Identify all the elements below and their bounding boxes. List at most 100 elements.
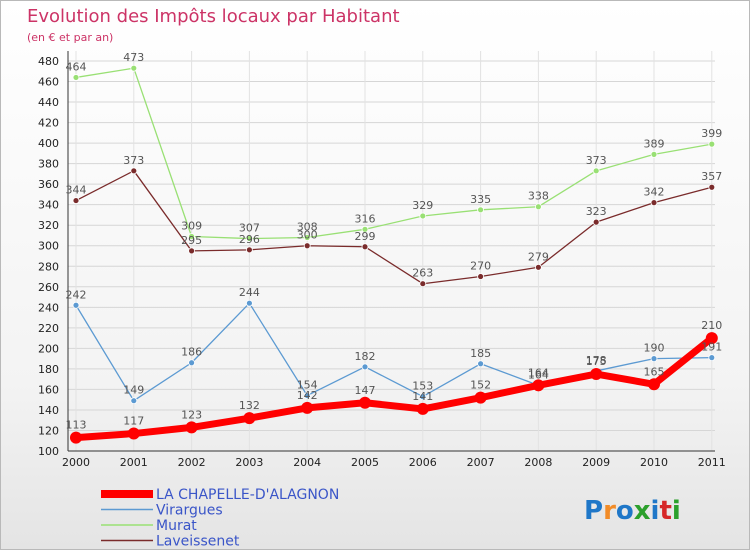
data-label: 142 [297, 389, 318, 402]
y-tick-label: 280 [38, 260, 59, 273]
y-tick-label: 320 [38, 219, 59, 232]
data-label: 141 [412, 390, 433, 403]
data-point [185, 421, 198, 434]
data-label: 308 [297, 221, 318, 234]
data-label: 210 [701, 319, 722, 332]
y-tick-label: 300 [38, 240, 59, 253]
data-label: 323 [586, 205, 607, 218]
data-point [474, 391, 487, 404]
data-label: 123 [181, 408, 202, 421]
chart-subtitle: (en € et par an) [27, 31, 113, 44]
x-tick-label: 2011 [698, 456, 726, 469]
data-point [188, 233, 196, 240]
y-tick-label: 120 [38, 424, 59, 437]
x-tick-label: 2001 [120, 456, 148, 469]
data-label: 175 [586, 355, 607, 368]
data-point [303, 242, 311, 250]
data-label: 342 [644, 186, 665, 199]
data-labels: 113 117 123 132 142 147 141 152 164 175 165 210 242 1… [66, 51, 723, 431]
x-tick-label: 2008 [524, 456, 552, 469]
logo-text: Proxiti [584, 496, 681, 526]
y-tick-label: 400 [38, 137, 59, 150]
data-point [419, 393, 427, 401]
data-point [705, 332, 718, 345]
data-label: 309 [181, 220, 202, 233]
data-label: 338 [528, 190, 549, 203]
legend-label: Laveissenet [156, 534, 240, 550]
series-line-0 [72, 334, 716, 442]
series [70, 64, 718, 444]
data-label: 244 [239, 286, 260, 299]
data-label: 149 [123, 384, 144, 397]
data-point [245, 299, 253, 307]
y-tick-label: 340 [38, 199, 59, 212]
y-tick-label: 160 [38, 383, 59, 396]
data-point [708, 354, 716, 362]
legend: LA CHAPELLE-D'ALAGNONVirarguesMuratLavei… [101, 487, 339, 550]
data-point [130, 167, 138, 175]
data-point [592, 167, 600, 175]
data-point [708, 183, 716, 191]
data-point [477, 360, 485, 368]
series-line-3 [75, 170, 713, 285]
data-label: 464 [66, 60, 87, 73]
x-tick-label: 2009 [582, 456, 610, 469]
data-label: 263 [412, 267, 433, 280]
data-label: 300 [297, 229, 318, 242]
legend-label: LA CHAPELLE-D'ALAGNON [156, 487, 339, 503]
data-point [590, 368, 603, 381]
data-label: 182 [355, 350, 376, 363]
data-label: 185 [470, 347, 491, 360]
data-label: 329 [412, 199, 433, 212]
data-point [708, 140, 716, 148]
proxiti-logo: Proxiti [584, 496, 681, 526]
x-tick-label: 2006 [409, 456, 437, 469]
data-label: 113 [66, 419, 87, 432]
x-tick-label: 2000 [62, 456, 90, 469]
legend-label: Murat [156, 518, 197, 534]
data-point [72, 197, 80, 204]
data-point [419, 212, 427, 220]
data-point [303, 392, 311, 399]
data-label: 242 [66, 288, 87, 301]
data-label: 164 [528, 366, 549, 379]
data-label: 165 [644, 365, 665, 378]
data-label: 153 [412, 380, 433, 393]
data-point [243, 412, 256, 425]
x-tick-label: 2002 [178, 456, 206, 469]
data-point [650, 199, 658, 207]
data-label: 295 [181, 234, 202, 247]
data-point [303, 234, 311, 241]
y-tick-label: 420 [38, 117, 59, 130]
data-point [188, 247, 196, 255]
y-tick-label: 240 [38, 301, 59, 314]
y-tick-label: 260 [38, 281, 59, 294]
data-label: 190 [644, 342, 665, 355]
legend-label: Virargues [156, 503, 223, 519]
data-point [477, 273, 485, 280]
data-label: 373 [586, 154, 607, 167]
data-point [359, 396, 371, 409]
y-tick-label: 140 [38, 404, 59, 417]
series-line-2 [75, 67, 713, 240]
data-label: 316 [355, 212, 376, 225]
data-point [130, 64, 138, 72]
data-label: 186 [181, 346, 202, 359]
data-label: 389 [644, 137, 665, 150]
data-point [532, 379, 545, 392]
data-label: 473 [123, 51, 144, 64]
grid [68, 51, 715, 452]
y-tick-label: 380 [38, 158, 59, 171]
data-point [361, 243, 369, 251]
x-tick-label: 2007 [467, 456, 495, 469]
x-tick-label: 2003 [235, 456, 263, 469]
data-label: 152 [470, 379, 491, 392]
data-label: 373 [123, 154, 144, 167]
data-point [477, 206, 485, 214]
data-label: 270 [470, 260, 491, 273]
series-line-1 [75, 302, 713, 402]
data-label: 344 [66, 184, 87, 197]
data-point [245, 235, 253, 242]
data-point [361, 225, 369, 233]
data-point [416, 402, 429, 415]
